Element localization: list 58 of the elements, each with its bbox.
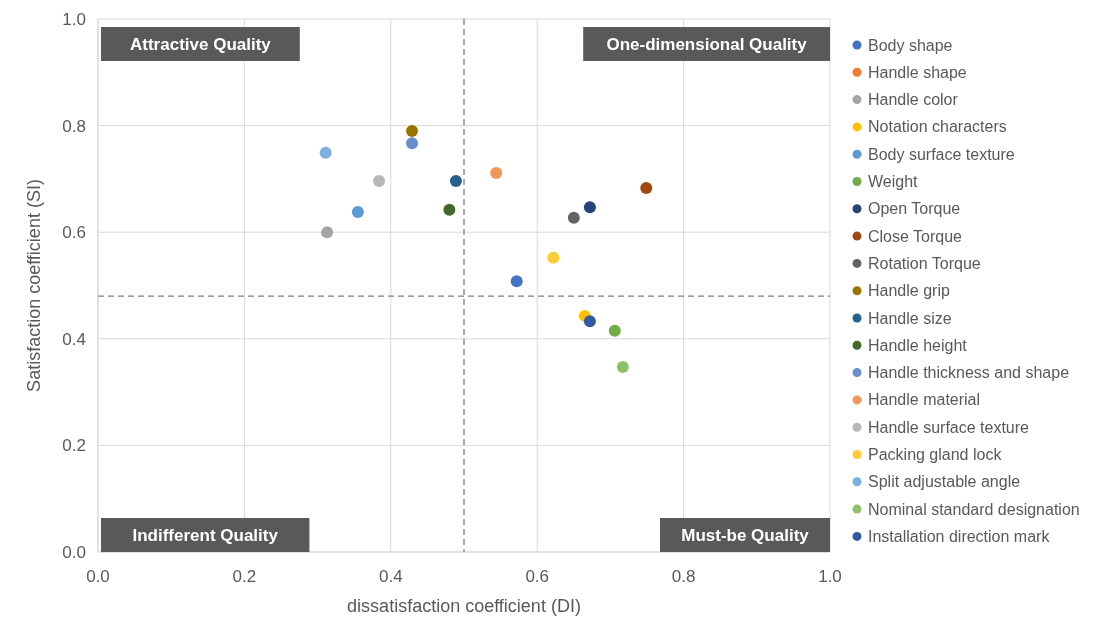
x-tick-label: 0.6 [525,567,550,586]
legend-label: Handle shape [868,63,967,81]
quadrant-label: Attractive Quality [101,27,300,61]
annotation: One-dimensional Quality [606,35,808,54]
legend-label: Handle color [868,91,959,109]
legend-label: Body shape [868,36,953,54]
point [567,211,580,224]
point [616,361,629,374]
legend-label: Handle size [868,309,952,327]
x-tick-label: 0.8 [671,567,696,586]
legend-label: Packing gland lock [868,446,1003,463]
point [640,181,653,194]
annotation: Attractive Quality [130,35,272,54]
point [490,167,503,180]
legend-label: Close Torque [868,227,963,245]
y-tick-label: 1.0 [62,10,86,29]
y-tick-label: 0.8 [62,116,86,136]
point [510,275,523,288]
legend-label: Handle grip [868,282,950,300]
y-tick-label: 0.6 [62,223,86,243]
y-tick-label: 0.4 [62,329,86,349]
quadrant-label: One-dimensional Quality [583,27,830,61]
point [583,315,596,328]
legend-label: Handle height [868,336,968,354]
legend-label: Weight [868,173,919,190]
point [321,226,334,239]
x-tick-label: 0.2 [232,567,257,586]
point [449,175,462,188]
legend-label: Handle thickness and shape [868,364,1070,382]
point [406,124,419,137]
annotation: Indifferent Quality [132,526,279,545]
legend-label: Split adjustable angle [868,473,1021,491]
x-tick-label: 1.0 [818,567,842,586]
point [547,251,560,264]
quadrant-label: Indifferent Quality [101,518,310,552]
point [583,201,596,214]
legend-label: Handle material [868,391,981,409]
legend-label: Open Torque [868,200,961,218]
annotation: Must-be Quality [681,526,810,545]
y-tick-label: 0.2 [62,436,86,456]
point [351,205,364,218]
y-tick-label: 0.0 [62,543,86,562]
x-axis-title: dissatisfaction coefficient (DI) [347,596,581,616]
legend-label: Nominal standard designation [868,500,1080,518]
legend-label: Rotation Torque [868,254,981,272]
legend-label: Body surface texture [868,145,1015,163]
x-tick-label: 0.4 [378,567,403,586]
quadrant-label: Must-be Quality [660,518,830,552]
x-tick-label: 0.0 [86,567,110,586]
y-axis-title: Satisfaction coefficient (SI) [24,179,44,392]
point [319,146,332,159]
legend-label: Installation direction mark [868,527,1051,545]
point [406,137,419,150]
legend-label: Handle surface texture [868,418,1030,436]
legend-label: Notation characters [868,118,1007,136]
point [608,324,621,337]
point [443,203,456,216]
point [373,175,386,188]
